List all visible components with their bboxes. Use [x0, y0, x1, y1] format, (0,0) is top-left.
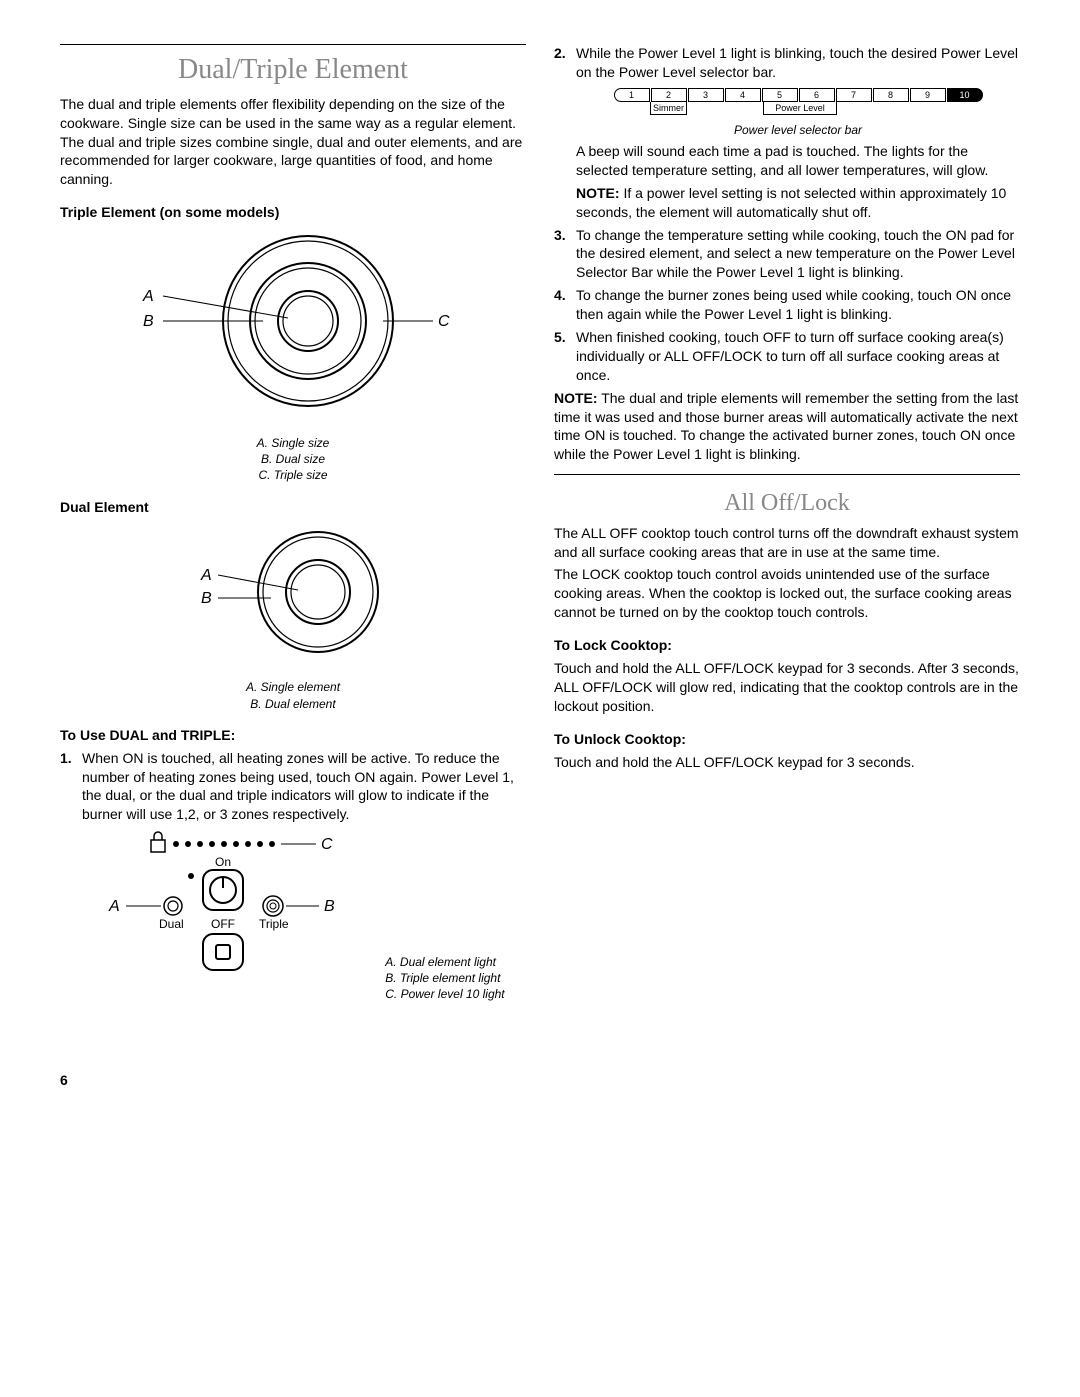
lock-heading: To Lock Cooktop:: [554, 636, 1020, 655]
dual-label-b: B: [201, 590, 212, 607]
power-bar-cell: 5: [762, 88, 798, 102]
steps-345: 3.To change the temperature setting whil…: [554, 226, 1020, 385]
ctrl-label-c: C: [321, 836, 333, 853]
dual-element-diagram: A B A. Single element B. Dual element: [60, 520, 526, 711]
power-bar-cell: 4: [725, 88, 761, 102]
triple-element-diagram: A B C A. Single size B. Dual size C. Tri…: [60, 226, 526, 483]
note-2: NOTE: The dual and triple elements will …: [554, 389, 1020, 465]
triple-heading: Triple Element (on some models): [60, 203, 526, 222]
page-number: 6: [60, 1072, 1080, 1088]
ctrl-off: OFF: [211, 917, 235, 931]
alloff-p1: The ALL OFF cooktop touch control turns …: [554, 524, 1020, 562]
ctrl-on: On: [215, 855, 231, 869]
power-bar-cell: 3: [688, 88, 724, 102]
power-bar-cell: 8: [873, 88, 909, 102]
power-bar-caption: Power level selector bar: [734, 122, 862, 138]
step-5: 5.When finished cooking, touch OFF to tu…: [554, 328, 1020, 385]
intro-paragraph: The dual and triple elements offer flexi…: [60, 95, 526, 189]
dual-legend: A. Single element B. Dual element: [60, 679, 526, 711]
power-bar-cell: 10: [947, 88, 983, 102]
unlock-heading: To Unlock Cooktop:: [554, 730, 1020, 749]
simmer-label: Simmer: [650, 102, 687, 115]
step-3: 3.To change the temperature setting whil…: [554, 226, 1020, 283]
power-level-bar-figure: 12345678910 Simmer Power Level Power lev…: [554, 88, 1020, 138]
right-column: 2. While the Power Level 1 light is blin…: [554, 40, 1020, 1012]
use-steps-right: 2. While the Power Level 1 light is blin…: [554, 44, 1020, 82]
note-1: NOTE: If a power level setting is not se…: [554, 184, 1020, 222]
triple-label-c: C: [438, 313, 450, 330]
ctrl-triple: Triple: [259, 917, 289, 931]
power-bar-cell: 1: [614, 88, 650, 102]
left-column: Dual/Triple Element The dual and triple …: [60, 40, 526, 1012]
ctrl-label-a: A: [108, 898, 120, 915]
step-4: 4.To change the burner zones being used …: [554, 286, 1020, 324]
dual-heading: Dual Element: [60, 498, 526, 517]
use-heading: To Use DUAL and TRIPLE:: [60, 726, 526, 745]
triple-legend: A. Single size B. Dual size C. Triple si…: [60, 435, 526, 484]
divider: [554, 474, 1020, 475]
power-bar-cell: 2: [651, 88, 687, 102]
power-bar-cell: 6: [799, 88, 835, 102]
control-legend: A. Dual element light B. Triple element …: [385, 954, 504, 1003]
control-diagram: C On A Dual B Triple: [60, 828, 526, 1012]
triple-label-a: A: [142, 288, 154, 305]
ctrl-dual: Dual: [159, 917, 184, 931]
section-title-alloff: All Off/Lock: [554, 487, 1020, 519]
unlock-text: Touch and hold the ALL OFF/LOCK keypad f…: [554, 753, 1020, 772]
power-bar-cell: 9: [910, 88, 946, 102]
after-bar-text: A beep will sound each time a pad is tou…: [554, 142, 1020, 180]
lock-text: Touch and hold the ALL OFF/LOCK keypad f…: [554, 659, 1020, 716]
power-level-label: Power Level: [763, 102, 837, 115]
alloff-p2: The LOCK cooktop touch control avoids un…: [554, 565, 1020, 622]
power-bar-row: 12345678910: [614, 88, 983, 102]
use-steps-left: 1. When ON is touched, all heating zones…: [60, 749, 526, 825]
power-bar-cell: 7: [836, 88, 872, 102]
section-title-dual-triple: Dual/Triple Element: [60, 44, 526, 89]
step-2: 2. While the Power Level 1 light is blin…: [554, 44, 1020, 82]
step-1: 1. When ON is touched, all heating zones…: [60, 749, 526, 825]
ctrl-label-b: B: [324, 898, 335, 915]
dual-label-a: A: [200, 567, 212, 584]
triple-label-b: B: [143, 313, 154, 330]
